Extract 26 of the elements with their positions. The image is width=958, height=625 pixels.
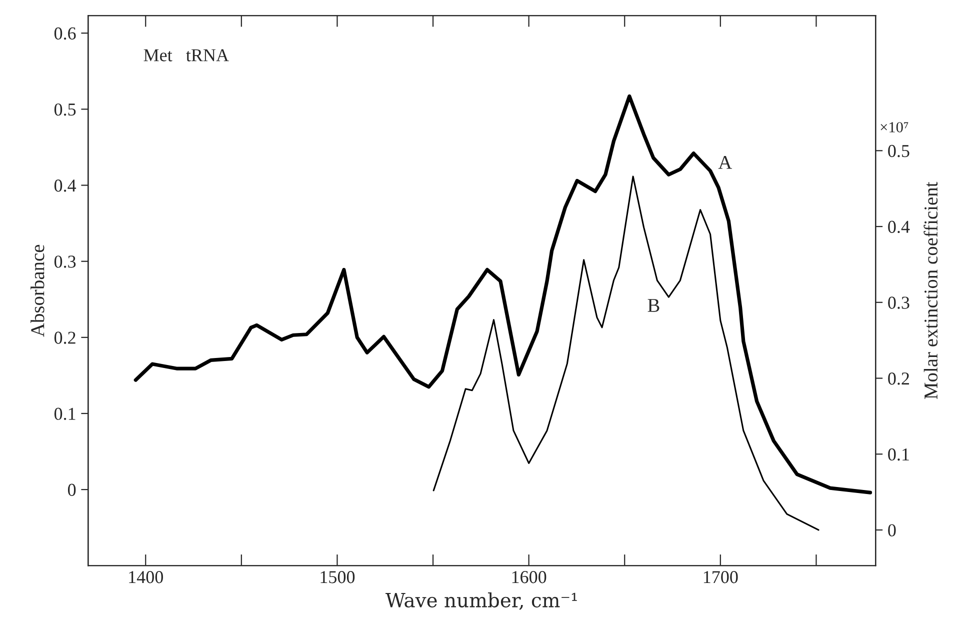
y-axis-title: Absorbance (30, 244, 44, 337)
text: ×10⁷ (880, 122, 908, 132)
y2-tick-label: 0.5 (888, 144, 910, 158)
y-tick-label: 0.4 (54, 180, 76, 192)
y2-tick-label: 0 (888, 524, 896, 536)
x-tick-label: 1400 (129, 571, 163, 584)
y2-tick-label: 0.2 (888, 372, 909, 385)
x-axis-title: Wave number, cm⁻¹ (386, 592, 577, 610)
y2-tick-label: 0.3 (888, 296, 910, 309)
annotation: B (648, 299, 660, 312)
line-series (134, 94, 872, 494)
y2-tick-label: 0.4 (888, 220, 910, 234)
y-tick-label: 0.6 (54, 27, 76, 40)
y2-tick-label: 0.1 (888, 448, 909, 461)
x-tick-label: 1700 (704, 571, 738, 584)
y-tick-label: 0.2 (54, 332, 76, 344)
y-tick-label: 0.3 (54, 256, 76, 268)
y-tick-label: 0.1 (54, 408, 76, 420)
x-tick-label: 1600 (512, 571, 546, 584)
y-tick-label: 0.5 (54, 103, 76, 116)
line-series (432, 176, 820, 531)
y-tick-label: 0 (68, 484, 76, 496)
x-tick-label: 1500 (320, 571, 355, 584)
annotation: A (718, 156, 732, 169)
annotation: Met tRNA (144, 49, 229, 62)
y2-axis-title: Molar extinction coefficient (924, 182, 938, 399)
